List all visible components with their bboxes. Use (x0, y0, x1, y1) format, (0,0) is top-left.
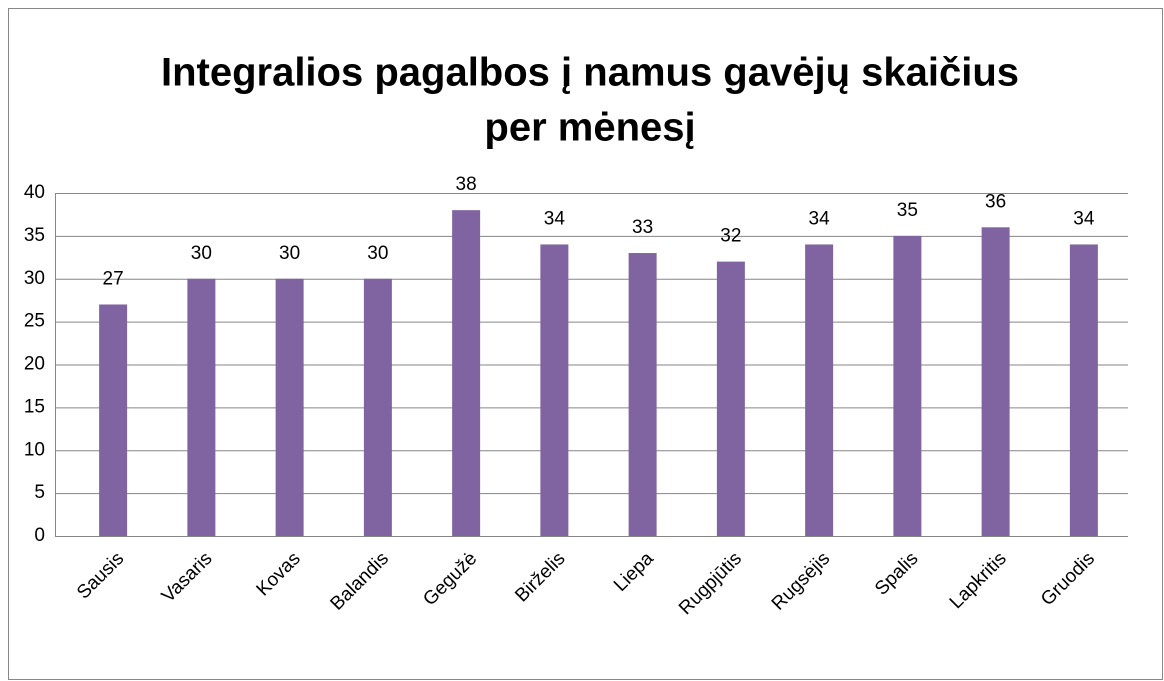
data-label: 36 (985, 191, 1006, 212)
data-label: 30 (191, 243, 212, 264)
bar (893, 235, 922, 536)
bar (363, 278, 392, 536)
bar (452, 210, 481, 536)
bar (275, 278, 304, 536)
y-tick-label: 25 (24, 311, 45, 332)
y-tick-label: 30 (24, 268, 45, 289)
bar (1069, 244, 1098, 536)
y-tick-label: 20 (24, 354, 45, 375)
bar (187, 278, 216, 536)
bar (981, 227, 1010, 537)
y-tick-label: 10 (24, 439, 45, 460)
y-tick-label: 5 (34, 482, 45, 503)
data-label: 32 (720, 226, 741, 247)
bar (99, 304, 128, 536)
chart-title: Integralios pagalbos į namus gavėjų skai… (161, 51, 1019, 95)
y-tick-label: 35 (24, 225, 45, 246)
bar (540, 244, 569, 536)
data-label: 27 (103, 268, 124, 289)
data-label: 35 (897, 200, 918, 221)
chart-title: per mėnesį (484, 106, 695, 150)
bar (628, 253, 657, 536)
data-label: 33 (632, 217, 653, 238)
data-label: 34 (544, 208, 566, 229)
y-tick-label: 15 (24, 396, 45, 417)
y-tick-label: 0 (34, 525, 45, 546)
bar (716, 261, 745, 536)
data-label: 30 (367, 243, 388, 264)
data-label: 30 (279, 243, 300, 264)
y-tick-label: 40 (24, 182, 45, 203)
bar (805, 244, 834, 536)
data-label: 38 (456, 174, 477, 195)
data-label: 34 (809, 208, 831, 229)
data-label: 34 (1073, 208, 1095, 229)
